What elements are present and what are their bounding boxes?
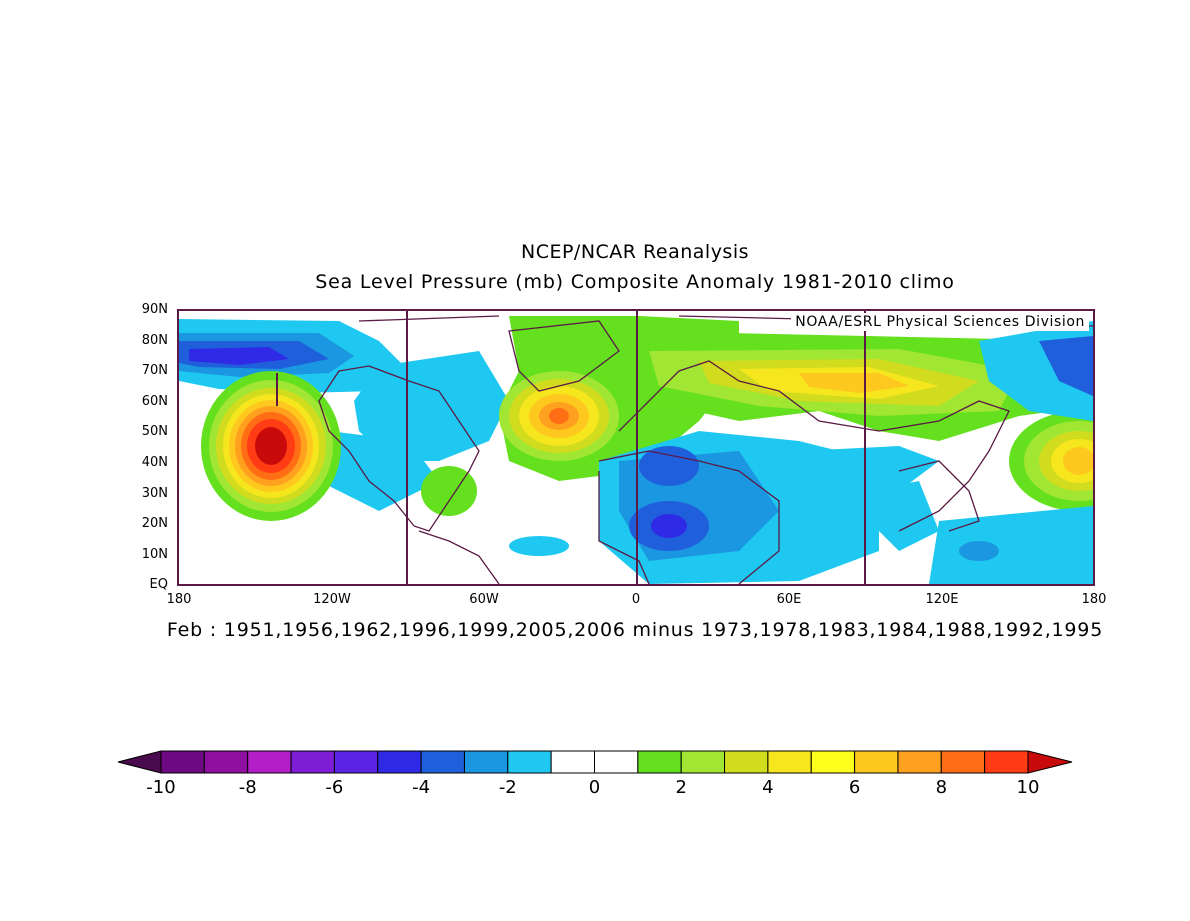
credit-label: NOAA/ESRL Physical Sciences Division [791,313,1089,331]
lat-tick-label: 30N [141,485,168,501]
negative-anomaly-area [189,347,289,365]
lat-tick-label: 60N [141,393,168,409]
colorbar-swatch [897,750,942,774]
positive-anomaly-area [1063,447,1093,475]
negative-anomaly-area [1039,336,1093,396]
lon-tick-label: 120E [925,592,959,607]
colorbar-swatch [984,750,1029,774]
negative-anomaly-area [929,506,1093,584]
lon-tick-label: 180 [1081,592,1107,607]
colorbar-swatch [810,750,856,774]
colorbar-swatch [637,750,682,774]
lon-tick-label: 0 [631,592,641,607]
colorbar-swatch [160,750,205,774]
lat-tick-label: 40N [141,455,168,470]
colorbar-tick-label: -8 [238,777,257,798]
lon-tick-label: 60W [469,592,499,607]
colorbar-swatch [333,750,379,774]
chart-title: NCEP/NCAR Reanalysis [520,241,750,263]
colorbar-tick-label: 0 [588,777,601,798]
colorbar-swatch [854,750,899,774]
colorbar-tick-label: 8 [935,777,948,798]
colorbar-tick-label: -6 [325,777,344,798]
positive-anomaly-area [255,427,287,465]
negative-anomaly-area [959,541,999,561]
coastline [508,320,620,392]
coastline [598,450,780,584]
lat-tick-label: 80N [141,332,168,348]
colorbar-tick-label: -2 [498,777,517,798]
colorbar-swatch [203,750,249,774]
colorbar-tick-label: 10 [1016,777,1040,798]
colorbar-min-arrow [117,750,162,774]
lat-tick-label: EQ [149,577,168,593]
lon-tick-label: 60E [776,592,802,607]
lat-tick-label: 10N [141,546,168,562]
colorbar-swatch [724,750,769,774]
lat-tick-label: 50N [141,424,168,440]
anomaly-field [179,311,1093,584]
colorbar-swatch [247,750,292,774]
coastline [898,460,980,532]
lat-tick-label: 20N [141,516,168,532]
lat-tick-label: 70N [141,363,168,379]
colorbar-swatch [940,750,986,774]
colorbar-swatch [680,750,726,774]
colorbar-swatch [594,750,639,774]
colorbar-swatch [420,750,465,774]
negative-anomaly-area [799,446,939,491]
colorbar-tick-label: 6 [848,777,861,798]
colorbar-tick-label: 2 [675,777,687,798]
lon-tick-label: 180 [166,592,192,607]
coastline [618,360,1010,532]
colorbar-tick-label: -10 [146,777,176,798]
colorbar-swatch [463,750,509,774]
colorbar-max-arrow [1027,750,1073,774]
negative-anomaly-area [869,481,939,551]
negative-anomaly-area [354,351,509,461]
colorbar-swatch [550,750,596,774]
negative-anomaly-area [509,536,569,556]
positive-anomaly-area [799,373,909,393]
coastline [318,365,480,532]
positive-anomaly-area [549,408,569,424]
lon-tick-label: 120W [313,592,351,607]
coastline [418,530,500,584]
colorbar-swatch [507,750,552,774]
colorbar-swatch [377,750,422,774]
colorbar-tick-label: -4 [412,777,431,798]
positive-anomaly-area [421,466,477,516]
colorbar-tick-label: 4 [762,777,774,798]
lat-tick-label: 90N [141,302,168,317]
composite-caption: Feb : 1951,1956,1962,1996,1999,2005,2006… [166,619,1104,641]
negative-anomaly-area [651,514,687,538]
anomaly-map: NOAA/ESRL Physical Sciences Division [177,309,1095,586]
colorbar-swatch [290,750,335,774]
negative-anomaly-area [639,446,699,486]
colorbar-swatch [767,750,812,774]
chart-subtitle: Sea Level Pressure (mb) Composite Anomal… [315,271,955,293]
coastline [598,471,650,584]
